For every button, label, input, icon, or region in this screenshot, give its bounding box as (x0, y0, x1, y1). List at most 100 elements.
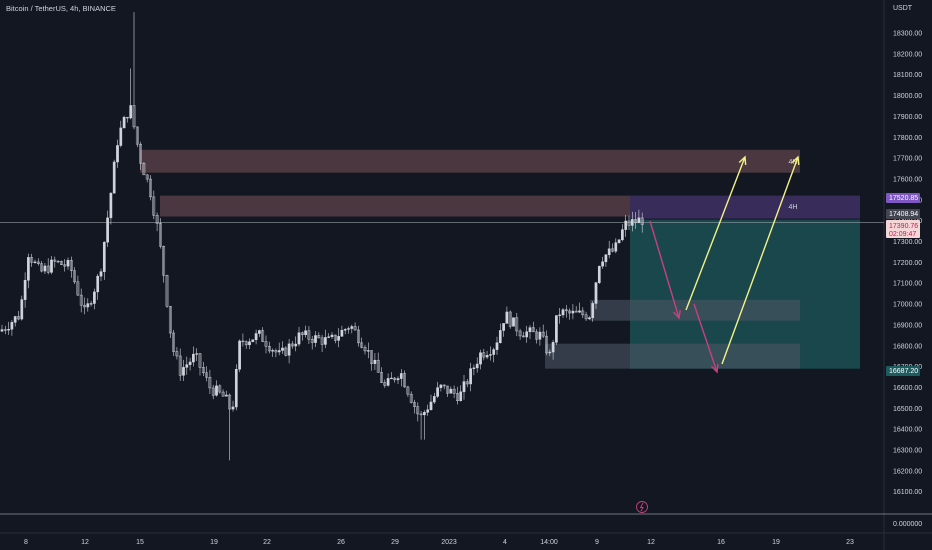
candle-body (320, 337, 324, 345)
candle-body (541, 331, 545, 337)
price-axis-tick: 16900.00 (893, 322, 922, 329)
candle-body (594, 282, 598, 304)
candle-body (96, 275, 100, 293)
candle-body (508, 311, 512, 327)
candle-body (337, 336, 340, 341)
candle-body (452, 388, 456, 394)
candle-body (492, 349, 496, 355)
candle-body (40, 263, 43, 272)
candle-body (350, 326, 354, 329)
candle-body (27, 257, 30, 281)
candle-body (578, 310, 581, 313)
candle-body (50, 259, 53, 273)
candle-body (7, 329, 10, 331)
candle-body (66, 260, 70, 267)
symbol-title: Bitcoin / TetherUS, 4h, BINANCE (6, 4, 116, 13)
candle-body (380, 372, 383, 383)
candle-body (228, 394, 232, 410)
candle-body (304, 330, 307, 335)
candle-body (291, 343, 294, 347)
time-axis-tick: 12 (81, 539, 89, 546)
candle-body (419, 413, 423, 416)
support-zone-upper[interactable] (590, 299, 800, 321)
candle-body (139, 143, 142, 164)
candle-body (601, 261, 604, 267)
candle-body (231, 406, 235, 410)
candle-body (439, 384, 443, 388)
time-axis-tick: 12 (647, 539, 655, 546)
candle-body (568, 310, 571, 314)
candle-body (122, 116, 126, 129)
candle-body (584, 314, 588, 320)
candle-body (383, 382, 387, 386)
candle-body (531, 327, 535, 333)
candle-body (393, 377, 397, 381)
candle-body (284, 347, 288, 356)
entry-zone-purple[interactable] (630, 195, 860, 219)
support-zone-lower[interactable] (545, 343, 800, 369)
price-tag-current-box-bg (886, 220, 920, 238)
candle-body (79, 294, 83, 306)
candle-body (399, 373, 403, 379)
candle-body (17, 316, 20, 320)
bear-arrow-2[interactable] (693, 303, 718, 373)
candle-body (208, 376, 212, 389)
candle-body (310, 338, 314, 343)
candle-body (281, 347, 284, 351)
candle-body (472, 367, 476, 369)
candle-body (495, 342, 499, 350)
candle-body (363, 347, 367, 352)
bull-arrow-1[interactable] (685, 156, 746, 311)
candle-body (248, 341, 251, 346)
candle-body (46, 265, 50, 273)
lightning-icon-glyph (639, 502, 644, 512)
candle-body (0, 329, 4, 332)
candle-body (155, 215, 159, 224)
candle-body (264, 341, 268, 347)
candle-body (574, 310, 578, 313)
candle-body (106, 217, 109, 243)
candle-body (20, 299, 24, 320)
candle-body (333, 334, 337, 341)
candle-body (347, 328, 350, 330)
candle-body (340, 329, 344, 337)
candle-body (591, 303, 595, 318)
bear-arrow-1[interactable] (649, 220, 680, 319)
candle-body (611, 248, 614, 252)
candle-body (142, 163, 146, 176)
candle-body (3, 329, 7, 331)
candle-body (168, 306, 172, 334)
candle-body (564, 309, 568, 312)
price-axis-tick: 18100.00 (893, 72, 922, 79)
candle-body (60, 261, 63, 266)
candle-body (175, 351, 179, 357)
candle-body (416, 406, 420, 415)
price-tag-last: 17408.94 (889, 211, 918, 218)
candle-body (465, 381, 469, 385)
candle-body (469, 368, 472, 385)
candle-body (76, 281, 80, 296)
bull-arrow-2-head (791, 155, 800, 166)
candle-body (370, 350, 373, 364)
candle-body (353, 326, 357, 331)
candle-body (317, 335, 321, 339)
candle-body (502, 323, 505, 331)
candle-body (56, 260, 60, 263)
resistance-zone-lower[interactable] (160, 195, 630, 217)
resistance-zone-upper[interactable] (140, 149, 800, 173)
candle-body (126, 116, 129, 119)
lightning-icon[interactable] (636, 501, 648, 513)
price-tag-countdown: 02:09:47 (889, 231, 916, 238)
candle-body (13, 316, 17, 323)
candle-body (640, 217, 644, 225)
bull-arrow-2[interactable] (721, 156, 799, 365)
candle-body (634, 219, 637, 224)
price-axis-tick: 16400.00 (893, 427, 922, 434)
time-axis-tick: 4 (503, 539, 507, 546)
candle-body (479, 352, 482, 365)
candle-body (449, 388, 453, 394)
time-axis-tick: 22 (263, 539, 271, 546)
candle-body (436, 387, 439, 397)
